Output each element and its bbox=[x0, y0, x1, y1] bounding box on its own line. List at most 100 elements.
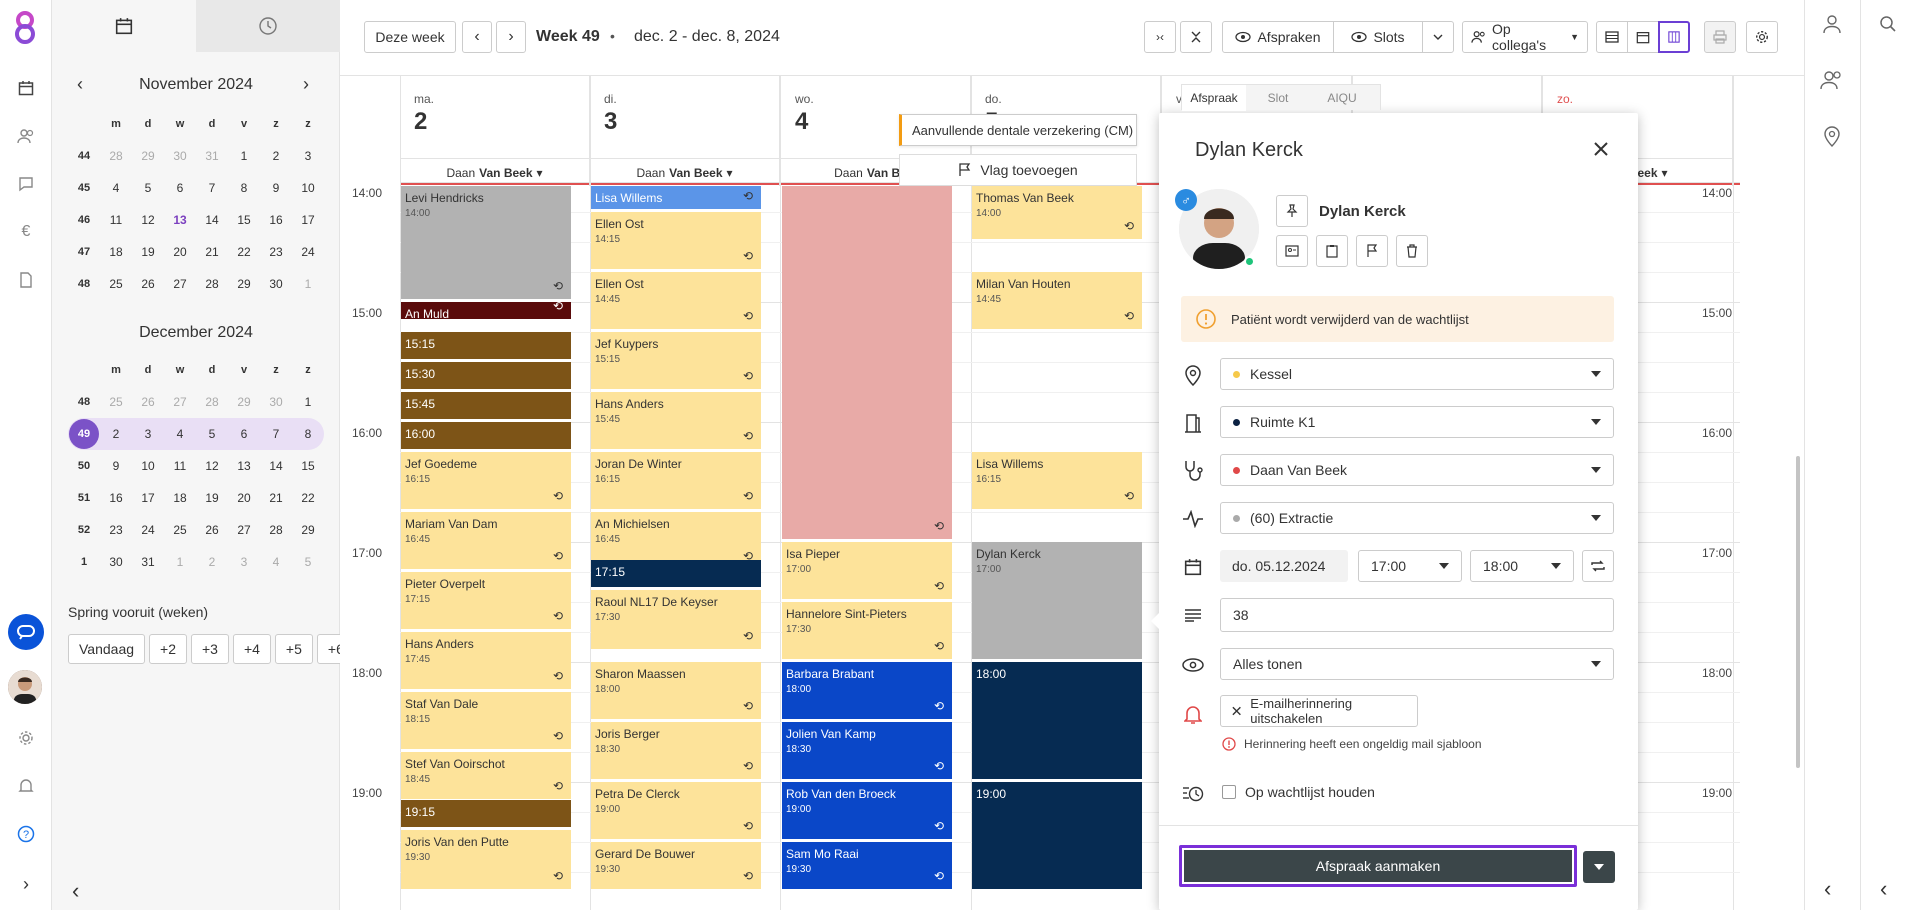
appointment-block[interactable]: Jef Goedeme 16:15 ⟲ bbox=[401, 452, 571, 510]
day-cell[interactable]: 18 bbox=[109, 245, 123, 259]
day-cell[interactable]: 30 bbox=[269, 395, 283, 409]
print-button[interactable] bbox=[1704, 21, 1736, 53]
day-cell[interactable]: 27 bbox=[237, 523, 251, 537]
day-cell[interactable]: 4 bbox=[176, 427, 184, 441]
day-cell[interactable]: 29 bbox=[237, 277, 251, 291]
jump-weeks-button[interactable]: +2 bbox=[149, 634, 187, 664]
practitioner-column-select[interactable]: Daan Van Beek ▾ bbox=[590, 158, 779, 186]
day-cell[interactable]: 27 bbox=[173, 395, 187, 409]
billing-euro-icon[interactable]: € bbox=[21, 223, 31, 240]
expand-sidebar-icon[interactable]: › bbox=[23, 873, 29, 894]
messages-icon[interactable] bbox=[14, 172, 38, 196]
collapse-far-right-icon[interactable]: ‹ bbox=[1880, 876, 1888, 901]
calendar-icon[interactable] bbox=[14, 76, 38, 100]
appointment-block[interactable]: Jef Kuypers 15:15 ⟲ bbox=[591, 332, 761, 390]
day-cell[interactable]: 1 bbox=[304, 277, 312, 291]
next-week-button[interactable]: › bbox=[496, 21, 526, 53]
appointment-block[interactable]: Ellen Ost 14:45 ⟲ bbox=[591, 272, 761, 330]
appointment-block[interactable]: Mariam Van Dam 16:45 ⟲ bbox=[401, 512, 571, 570]
appointment-block[interactable]: Petra De Clerck 19:00 ⟲ bbox=[591, 782, 761, 840]
day-cell[interactable]: 30 bbox=[269, 277, 283, 291]
day-cell[interactable]: 25 bbox=[173, 523, 187, 537]
colleagues-dropdown[interactable]: Op collega's ▼ bbox=[1462, 21, 1588, 53]
appointment-block[interactable]: 16:00 bbox=[401, 422, 571, 450]
day-cell[interactable]: 2 bbox=[272, 149, 280, 163]
appointment-block[interactable]: Lisa Willems 13:45 ⟲ bbox=[591, 186, 761, 210]
appointment-block[interactable]: Pieter Overpelt 17:15 ⟲ bbox=[401, 572, 571, 630]
app-logo[interactable] bbox=[8, 10, 42, 44]
chat-support-icon[interactable] bbox=[8, 614, 44, 650]
collapse-horizontal-button[interactable]: ›‹ bbox=[1144, 21, 1176, 53]
patient-card-icon[interactable] bbox=[1276, 235, 1308, 267]
notifications-bell-icon[interactable] bbox=[14, 774, 38, 798]
tab-history[interactable] bbox=[196, 0, 340, 52]
day-cell[interactable]: 17 bbox=[301, 213, 315, 227]
appointment-block[interactable]: Milan Van Houten 14:45 ⟲ bbox=[972, 272, 1142, 330]
day-cell[interactable]: 23 bbox=[109, 523, 123, 537]
day-cell[interactable]: 1 bbox=[240, 149, 248, 163]
appointment-block[interactable]: An Muld ⟲ bbox=[401, 302, 571, 320]
day-cell[interactable]: 22 bbox=[301, 491, 315, 505]
appointment-block[interactable]: 19:00 bbox=[972, 782, 1142, 890]
day-view-button[interactable] bbox=[1627, 21, 1659, 53]
treatment-select[interactable]: (60) Extractie bbox=[1220, 502, 1614, 534]
day-cell[interactable]: 1 bbox=[304, 395, 312, 409]
day-cell[interactable]: 19 bbox=[141, 245, 155, 259]
day-cell[interactable]: 2 bbox=[112, 427, 120, 441]
day-cell[interactable]: 28 bbox=[269, 523, 283, 537]
day-cell[interactable]: 31 bbox=[205, 149, 219, 163]
day-cell[interactable]: 13 bbox=[173, 213, 187, 227]
appointment-block[interactable]: Stef Van Ooirschot 18:45 ⟲ bbox=[401, 752, 571, 800]
close-icon[interactable] bbox=[1589, 137, 1613, 161]
day-cell[interactable]: 3 bbox=[144, 427, 152, 441]
day-cell[interactable]: 27 bbox=[173, 277, 187, 291]
week-number[interactable]: 44 bbox=[77, 150, 91, 162]
day-cell[interactable]: 20 bbox=[237, 491, 251, 505]
day-cell[interactable]: 19 bbox=[205, 491, 219, 505]
practitioner-column-select[interactable]: Daan Van Beek ▾ bbox=[400, 158, 589, 186]
waitlist-checkbox-label[interactable]: Op wachtlijst houden bbox=[1245, 784, 1375, 800]
day-cell[interactable]: 30 bbox=[173, 149, 187, 163]
day-cell[interactable]: 9 bbox=[112, 459, 120, 473]
day-header[interactable]: di. 3 Daan Van Beek ▾ bbox=[590, 76, 780, 186]
location-pin-icon[interactable] bbox=[1820, 124, 1844, 148]
list-view-button[interactable] bbox=[1596, 21, 1628, 53]
clipboard-icon[interactable] bbox=[1316, 235, 1348, 267]
day-cell[interactable]: 25 bbox=[109, 395, 123, 409]
this-week-button[interactable]: Deze week bbox=[364, 21, 456, 53]
week-number[interactable]: 45 bbox=[77, 182, 91, 194]
day-cell[interactable]: 5 bbox=[208, 427, 216, 441]
day-cell[interactable]: 5 bbox=[144, 181, 152, 195]
day-cell[interactable]: 17 bbox=[141, 491, 155, 505]
location-select[interactable]: Kessel bbox=[1220, 358, 1614, 390]
day-cell[interactable]: 16 bbox=[269, 213, 283, 227]
day-cell[interactable]: 21 bbox=[269, 491, 283, 505]
collapse-panel-icon[interactable]: ‹ bbox=[72, 878, 80, 903]
appointment-block[interactable]: 18:00 bbox=[972, 662, 1142, 780]
day-cell[interactable]: 14 bbox=[269, 459, 283, 473]
collapse-right-icon[interactable]: ‹ bbox=[1824, 876, 1832, 901]
user-avatar[interactable] bbox=[8, 670, 42, 704]
day-cell[interactable]: 13 bbox=[237, 459, 251, 473]
day-cell[interactable]: 15 bbox=[301, 459, 315, 473]
appointment-block[interactable]: 15:15 bbox=[401, 332, 571, 360]
create-appointment-button[interactable]: Afspraak aanmaken bbox=[1184, 850, 1572, 882]
day-cell[interactable]: 12 bbox=[205, 459, 219, 473]
week-number[interactable]: 51 bbox=[77, 492, 91, 504]
visibility-select[interactable]: Alles tonen bbox=[1220, 648, 1614, 680]
repeat-icon[interactable] bbox=[1582, 550, 1614, 582]
appointment-block[interactable]: Gerard De Bouwer 19:30 ⟲ bbox=[591, 842, 761, 890]
appointment-block[interactable]: Staf Van Dale 18:15 ⟲ bbox=[401, 692, 571, 750]
end-time-select[interactable]: 18:00 bbox=[1470, 550, 1574, 582]
trash-icon[interactable] bbox=[1396, 235, 1428, 267]
flag-icon[interactable] bbox=[1356, 235, 1388, 267]
week-number[interactable]: 50 bbox=[77, 460, 91, 472]
jump-weeks-button[interactable]: +5 bbox=[274, 634, 313, 664]
day-cell[interactable]: 30 bbox=[109, 555, 123, 569]
appointment-block[interactable]: Levi Hendricks 14:00 ⟲ bbox=[401, 186, 571, 300]
day-cell[interactable]: 29 bbox=[301, 523, 315, 537]
help-icon[interactable]: ? bbox=[14, 822, 38, 846]
day-cell[interactable]: 29 bbox=[237, 395, 251, 409]
day-cell[interactable]: 6 bbox=[176, 181, 184, 195]
next-month-button[interactable]: › bbox=[303, 73, 309, 94]
